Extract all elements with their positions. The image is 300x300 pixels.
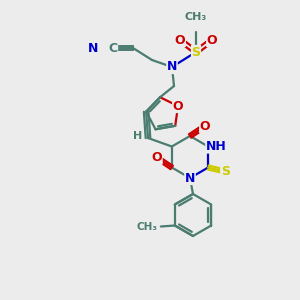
Text: S: S (221, 165, 230, 178)
Text: S: S (191, 46, 200, 59)
Text: N: N (185, 172, 195, 184)
Text: O: O (207, 34, 217, 46)
Text: O: O (200, 119, 210, 133)
Text: NH: NH (206, 140, 226, 153)
Text: O: O (173, 100, 183, 112)
Text: N: N (167, 61, 177, 74)
Text: O: O (152, 151, 162, 164)
Text: O: O (175, 34, 185, 46)
Text: C: C (108, 41, 118, 55)
Text: H: H (134, 131, 142, 141)
Text: CH₃: CH₃ (137, 221, 158, 232)
Text: N: N (88, 41, 98, 55)
Text: CH₃: CH₃ (185, 12, 207, 22)
